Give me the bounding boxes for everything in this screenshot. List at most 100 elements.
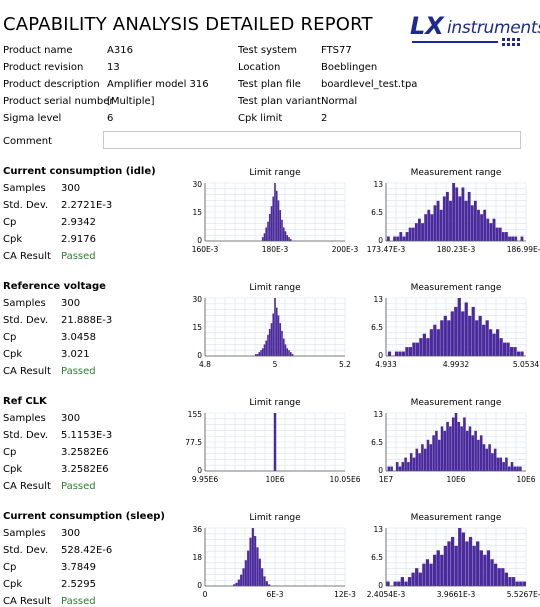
histogram-bar [244,560,247,586]
x-tick-label: 4.8 [199,360,211,369]
limit-range-title: Limit range [249,513,301,523]
histogram-bar [282,338,285,356]
field-label-product-description: Product description [3,79,100,90]
histogram-bar [464,200,468,241]
histogram-bar [284,344,287,356]
field-label-test-plan-file: Test plan file [238,79,301,90]
histogram-bar [408,227,412,241]
samples-label: Samples [3,528,46,539]
histogram-bar [414,223,418,241]
field-value-test-system: FTS77 [321,45,352,56]
histogram-bar [270,323,273,356]
histogram-bar [427,209,431,241]
histogram-bar [275,190,278,241]
ca-result-value: Passed [61,596,96,607]
histogram-bar [432,435,435,471]
y-tick-label: 155 [188,410,203,419]
stddev-label: Std. Dev. [3,315,49,326]
histogram-bar [265,581,268,586]
histogram-bar [254,536,257,586]
limit-range-title: Limit range [249,398,301,408]
histogram-bar [464,302,468,356]
histogram-bar [272,313,275,356]
histogram-bar [270,206,273,241]
histogram-bar [519,581,523,586]
histogram-bar [390,466,393,471]
histogram-bar [432,554,437,586]
cpk-label: Cpk [3,464,23,475]
histogram-bar [429,563,433,586]
histogram-bar [478,315,482,356]
histogram-bar [486,218,490,241]
histogram-bar [268,213,271,241]
histogram-bar [277,315,280,356]
x-tick-label: 10E6 [446,475,465,484]
x-tick-label: 6E-3 [267,590,284,599]
y-tick-label: 0 [197,236,202,245]
field-label-test-system: Test system [238,45,298,56]
cp-label: Cp [3,217,17,228]
cpk-label: Cpk [3,234,23,245]
x-tick-label: 5.5267E-3 [507,590,540,599]
histogram-bar [436,550,440,586]
histogram-bar [501,232,505,241]
histogram-bar [405,347,409,356]
histogram-bar [412,457,416,471]
histogram-bar [411,572,415,586]
histogram-bar [483,554,487,586]
ca-result-label: CA Result [3,366,51,377]
field-label-test-plan-variant: Test plan variant [238,96,321,107]
histogram-bar [461,187,465,241]
logo-dots-icon [502,38,526,46]
comment-field[interactable] [103,131,521,149]
histogram-bar [513,466,517,471]
stddev-value: 2.2721E-3 [61,200,113,211]
histogram-bar [477,439,480,471]
histogram-bar [401,351,406,356]
field-label-sigma-level: Sigma level [3,113,62,124]
histogram-bar [282,227,285,241]
histogram-bar [408,347,413,356]
histogram-bar [501,568,505,586]
histogram-bar [522,581,527,586]
histogram-bar [279,323,282,356]
ca-result-value: Passed [61,251,96,262]
samples-value: 300 [61,413,81,424]
y-tick-label: 0 [378,351,383,360]
histogram-bar [242,568,245,586]
histogram-bar [387,351,392,356]
histogram-bar [418,572,422,586]
cpk-label: Cpk [3,349,23,360]
histogram-bar [272,196,275,241]
histogram-bar [471,435,475,471]
samples-value: 300 [61,298,81,309]
samples-value: 300 [61,183,81,194]
histogram-bar [263,344,266,356]
histogram-bar [483,209,487,241]
histogram-bar [509,347,514,356]
histogram-bar [422,333,426,356]
meas-range-title: Measurement range [411,283,502,293]
histogram-bar [263,233,266,241]
histogram-bar [454,545,458,586]
y-tick-label: 13 [373,525,383,534]
field-value-sigma-level: 6 [107,113,114,124]
histogram-bar [400,577,405,586]
histogram-bar [480,214,484,241]
histogram-bar [511,577,516,586]
samples-label: Samples [3,183,46,194]
histogram-bar [421,444,424,471]
x-tick-label: 180E-3 [262,245,289,254]
histogram-bar [424,214,428,241]
histogram-bar [433,205,437,241]
histogram-bar [458,196,462,241]
y-tick-label: 6.5 [371,438,383,447]
histogram-bar [479,550,483,586]
histogram-bar [515,581,519,586]
field-label-cpk-limit: Cpk limit [238,113,283,124]
histogram-bar [412,342,416,356]
histogram-bar [258,352,261,356]
histogram-bar [492,333,496,356]
histogram-bar [468,315,472,356]
field-value-product-description: Amplifier model 316 [107,79,209,90]
